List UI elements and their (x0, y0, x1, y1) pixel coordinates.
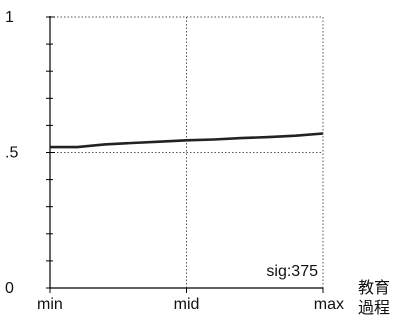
y-ticks: 0.51 (5, 9, 55, 297)
grid-lines (50, 16, 324, 288)
x-tick-label: max (314, 296, 344, 313)
y-tick-label: 1 (5, 9, 14, 26)
y-tick-label: .5 (5, 145, 18, 162)
series-layer (50, 132, 324, 149)
x-tick-label: mid (174, 296, 200, 313)
x-ticks: min mid max (37, 288, 344, 313)
x-axis-label-line-1: 教育 (358, 278, 390, 297)
y-tick-label: 0 (5, 280, 14, 297)
series-line (50, 132, 324, 149)
annotation-label: sig:375 (266, 263, 318, 280)
x-axis-label-line-2: 過程 (358, 298, 390, 317)
x-tick-label: min (37, 296, 63, 313)
